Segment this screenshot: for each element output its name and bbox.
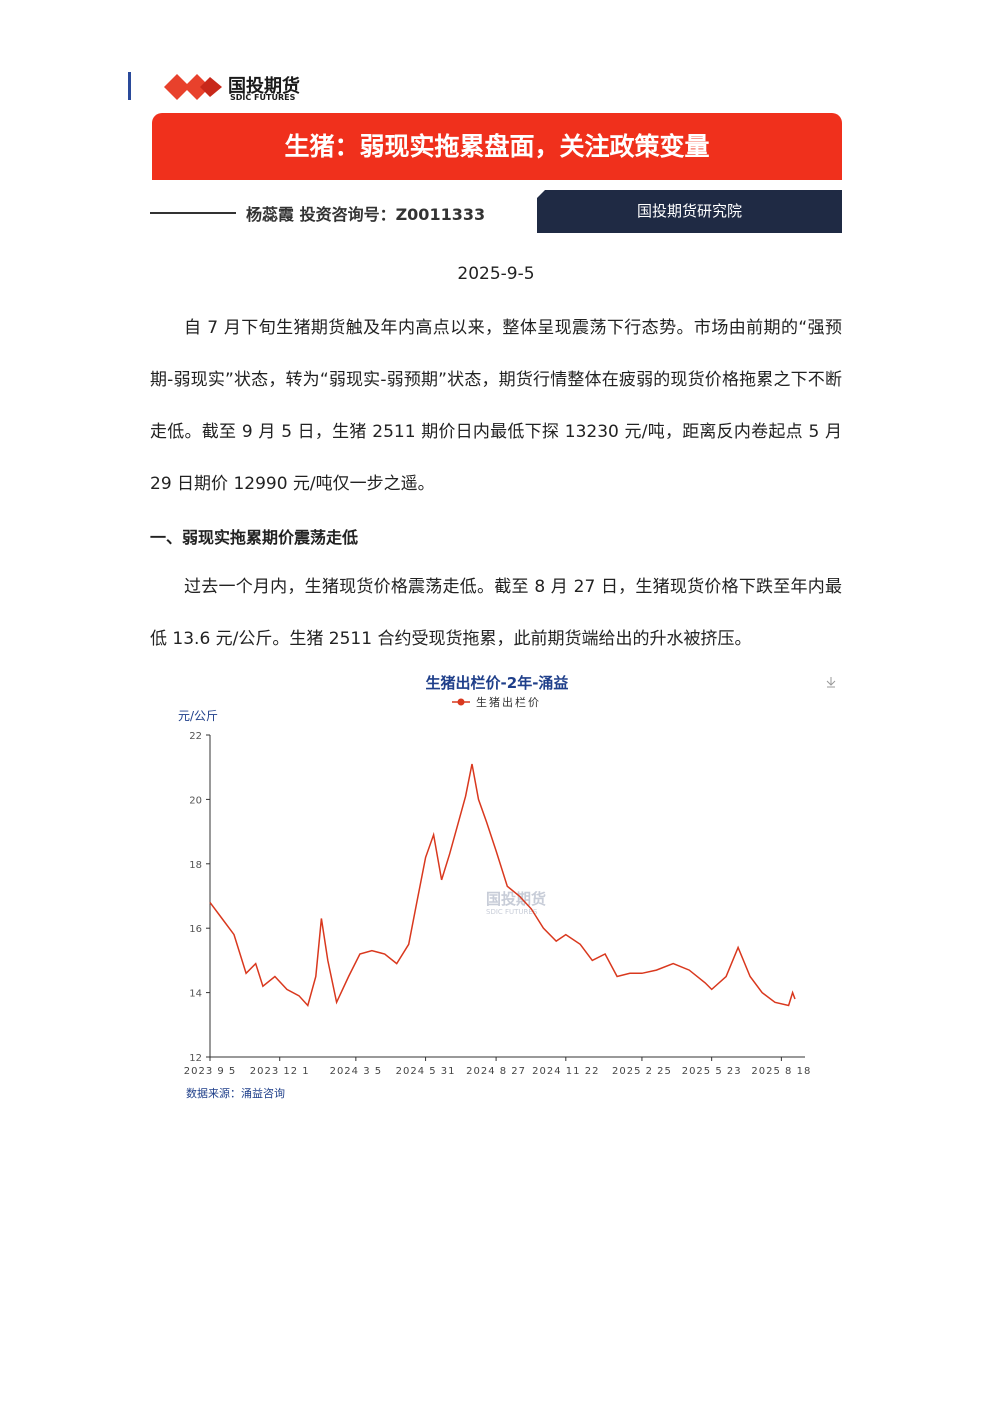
x-tick-label: 2024 3 5: [330, 1066, 383, 1077]
section-heading: 一、弱现实拖累期价震荡走低: [150, 528, 359, 547]
legend-marker: [457, 698, 465, 706]
y-axis-label: 元/公斤: [178, 709, 218, 723]
accent-bar: [128, 72, 131, 100]
chart-title: 生猪出栏价-2年-涌益: [426, 674, 569, 692]
legend-label: 生猪出栏价: [476, 695, 541, 709]
paragraph: 过去一个月内，生猪现货价格震荡走低。截至 8 月 27 日，生猪现货价格下跌至年…: [150, 577, 842, 649]
institute: 国投期货研究院: [537, 190, 842, 233]
x-tick-label: 2023 12 1: [250, 1066, 310, 1077]
y-tick-label: 12: [189, 1053, 202, 1064]
watermark: 国投期货: [486, 890, 546, 908]
y-tick-label: 14: [189, 989, 202, 1000]
x-tick-label: 2024 8 27: [466, 1066, 526, 1077]
logo-mark: [164, 74, 222, 100]
watermark: SDIC FUTURES: [486, 908, 538, 916]
y-tick-label: 16: [189, 924, 202, 935]
y-tick-label: 18: [189, 860, 202, 871]
x-tick-label: 2024 5 31: [396, 1066, 456, 1077]
rule: [150, 212, 236, 214]
line: [209, 763, 796, 1008]
logo-en: SDIC FUTURES: [230, 93, 296, 102]
source: 数据来源：涌益咨询: [186, 1086, 285, 1100]
download-icon: [826, 677, 836, 688]
x-tick-label: 2023 9 5: [184, 1066, 237, 1077]
x-tick-label: 2025 8 18: [751, 1066, 811, 1077]
logo-cn: 国投期货: [228, 76, 300, 97]
author: 杨蕊霞 投资咨询号：Z0011333: [246, 205, 486, 224]
date: 2025-9-5: [457, 264, 535, 284]
title-banner: 生猪：弱现实拖累盘面，关注政策变量: [152, 113, 842, 180]
y-tick-label: 20: [189, 795, 202, 806]
x-tick-label: 2024 11 22: [532, 1066, 599, 1077]
paragraph: 自 7 月下旬生猪期货触及年内高点以来，整体呈现震荡下行态势。市场由前期的“强预…: [150, 318, 842, 494]
y-tick-label: 22: [189, 731, 202, 742]
x-tick-label: 2025 5 23: [682, 1066, 742, 1077]
x-tick-label: 2025 2 25: [612, 1066, 672, 1077]
